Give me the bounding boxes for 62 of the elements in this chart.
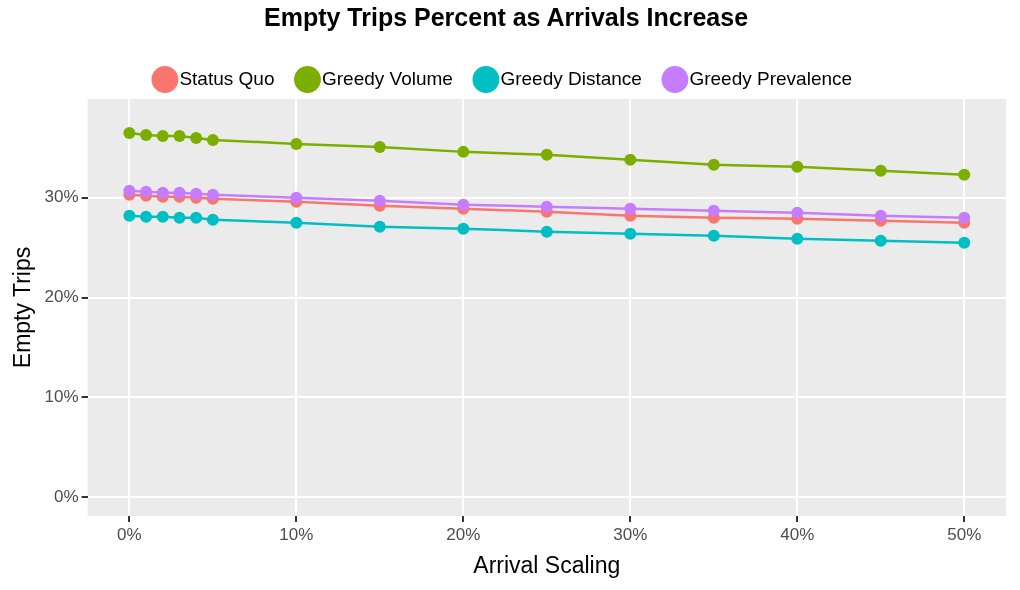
- legend-label: Status Quo: [179, 67, 275, 89]
- point: [190, 131, 203, 144]
- point: [373, 220, 386, 233]
- point: [290, 191, 303, 204]
- point: [791, 160, 804, 173]
- point: [123, 184, 136, 197]
- point: [958, 236, 971, 249]
- point: [958, 168, 971, 181]
- point: [373, 140, 386, 153]
- y-tick-label: 10%: [44, 386, 79, 406]
- x-tick-label: 40%: [780, 524, 815, 544]
- point: [123, 209, 136, 222]
- point: [791, 206, 804, 219]
- chart-title: Empty Trips Percent as Arrivals Increase: [263, 2, 749, 31]
- point: [540, 225, 553, 238]
- point: [540, 200, 553, 213]
- point: [140, 210, 153, 223]
- point: [156, 129, 169, 142]
- point: [206, 133, 219, 146]
- x-tick-label: 0%: [117, 524, 142, 544]
- legend-label: Greedy Volume: [321, 67, 453, 89]
- point: [874, 164, 887, 177]
- x-tick-label: 20%: [446, 524, 481, 544]
- point: [958, 211, 971, 224]
- point: [373, 194, 386, 207]
- point: [457, 222, 470, 235]
- x-axis-title: Arrival Scaling: [473, 551, 621, 578]
- point: [290, 216, 303, 229]
- point: [540, 148, 553, 161]
- x-tick-label: 30%: [613, 524, 648, 544]
- point: [123, 126, 136, 139]
- point: [173, 186, 186, 199]
- point: [156, 186, 169, 199]
- legend-label: Greedy Prevalence: [689, 67, 853, 89]
- point: [624, 202, 637, 215]
- point: [140, 128, 153, 141]
- point: [140, 185, 153, 198]
- y-tick-label: 20%: [44, 287, 79, 307]
- point: [190, 211, 203, 224]
- point: [624, 153, 637, 166]
- point: [156, 210, 169, 223]
- point: [707, 158, 720, 171]
- point: [290, 137, 303, 150]
- point: [874, 209, 887, 222]
- x-tick-label: 10%: [279, 524, 314, 544]
- point: [206, 213, 219, 226]
- point: [624, 227, 637, 240]
- y-tick-label: 30%: [44, 187, 79, 207]
- point: [206, 188, 219, 201]
- point: [173, 211, 186, 224]
- point: [707, 204, 720, 217]
- y-tick-label: 0%: [54, 486, 79, 506]
- point: [173, 129, 186, 142]
- point: [190, 187, 203, 200]
- point: [874, 234, 887, 247]
- point: [457, 198, 470, 211]
- point: [791, 232, 804, 245]
- y-axis-title: Empty Trips: [9, 246, 36, 369]
- point: [457, 145, 470, 158]
- point: [707, 229, 720, 242]
- x-tick-label: 50%: [947, 524, 982, 544]
- legend-label: Greedy Distance: [500, 67, 642, 89]
